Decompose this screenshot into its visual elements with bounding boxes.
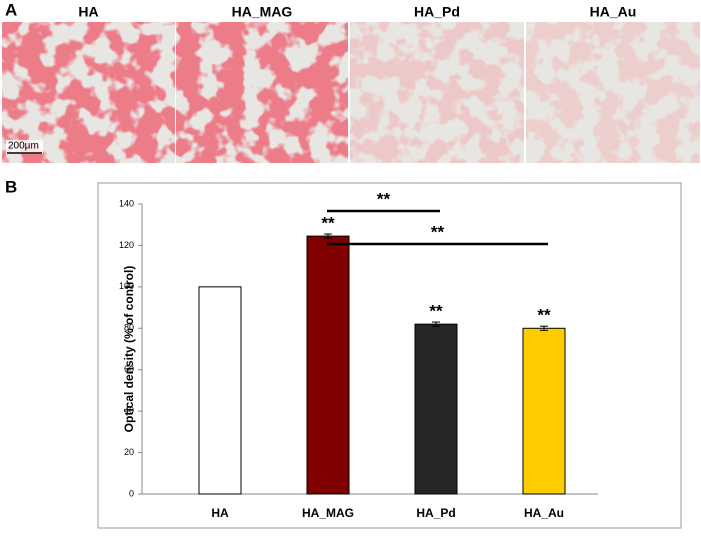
y-tick-label: 40: [124, 406, 134, 416]
scale-bar-label: 200μm: [8, 141, 39, 152]
x-tick-label: HA: [211, 506, 229, 520]
panel-label: B: [5, 177, 17, 196]
bar: [198, 286, 242, 495]
stain: [176, 22, 348, 163]
bar: [306, 235, 350, 495]
y-tick-label: 20: [124, 447, 134, 457]
significance-mark: **: [429, 302, 443, 321]
image-title: HA_Pd: [414, 4, 460, 20]
y-axis-label: Optical density (% of control): [122, 266, 136, 433]
image-title: HA_MAG: [232, 4, 293, 20]
panel-label: A: [5, 0, 17, 19]
image-title: HA: [78, 4, 98, 20]
stain: [2, 22, 175, 163]
x-tick-label: HA_Au: [524, 506, 564, 520]
scale-bar-bg: [6, 140, 43, 154]
significance-mark: **: [537, 306, 551, 325]
stain: [350, 22, 524, 163]
y-tick-label: 140: [119, 198, 134, 208]
y-tick-label: 80: [124, 323, 134, 333]
bar: [414, 323, 458, 495]
y-tick-label: 120: [119, 240, 134, 250]
y-tick-label: 100: [119, 281, 134, 291]
y-tick-label: 60: [124, 364, 134, 374]
significance-mark: **: [377, 189, 391, 208]
image-title: HA_Au: [590, 4, 637, 20]
y-tick-label: 0: [129, 488, 134, 498]
stain: [526, 22, 700, 163]
x-tick-label: HA_Pd: [416, 506, 455, 520]
bar: [522, 327, 566, 495]
x-tick-label: HA_MAG: [302, 506, 354, 520]
chart-frame: [97, 182, 682, 529]
significance-mark: **: [431, 222, 445, 241]
significance-mark: **: [321, 214, 335, 233]
